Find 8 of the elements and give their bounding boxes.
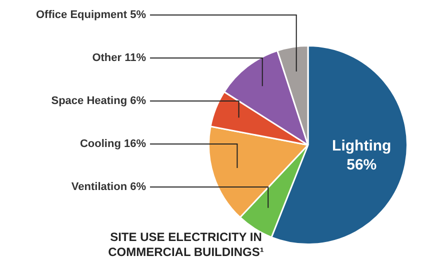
data-label: 56% (346, 156, 377, 174)
slice-label: Office Equipment 5% (36, 9, 146, 22)
text: SITE USE ELECTRICITY IN COMMERCIAL BUILDINGS¹ (107, 230, 265, 260)
slice-label: Ventilation 6% (71, 181, 146, 194)
slice-label: Lighting (332, 137, 392, 154)
slice-label: Other 11% (92, 52, 146, 64)
slice-label: Space Heating 6% (51, 95, 146, 108)
slice-label: Cooling 16% (80, 138, 146, 150)
